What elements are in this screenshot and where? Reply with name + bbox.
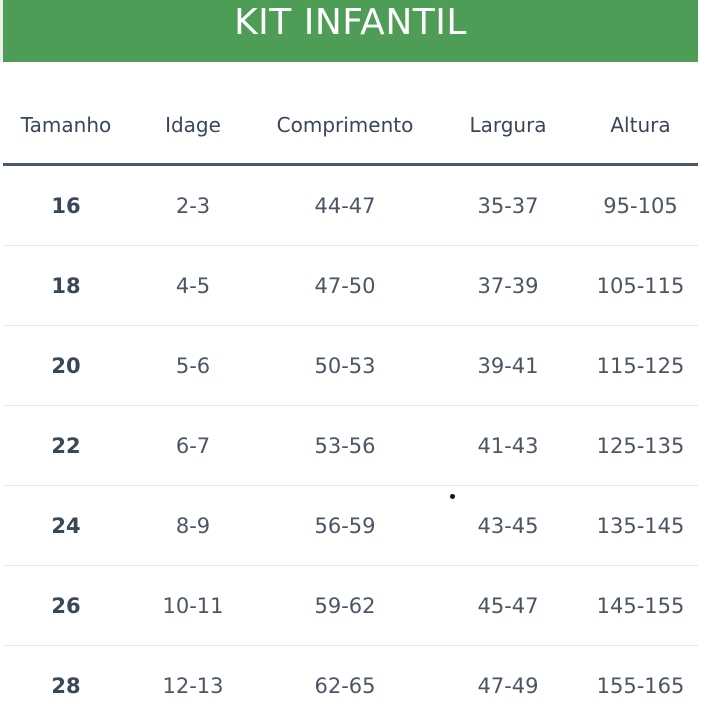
cell-tamanho: 28 [3,646,129,725]
cell-comprimento: 59-62 [257,566,433,646]
cell-altura: 105-115 [583,246,698,326]
cell-idage: 2-3 [129,165,257,246]
cell-altura: 145-155 [583,566,698,646]
cell-comprimento: 56-59 [257,486,433,566]
size-table: Tamanho Idage Comprimento Largura Altura… [3,86,698,725]
cell-comprimento: 53-56 [257,406,433,486]
header-largura: Largura [433,86,583,165]
table-row: 26 10-11 59-62 45-47 145-155 [3,566,698,646]
cell-altura: 125-135 [583,406,698,486]
header-idage: Idage [129,86,257,165]
table-row: 18 4-5 47-50 37-39 105-115 [3,246,698,326]
header-altura: Altura [583,86,698,165]
cell-largura: 37-39 [433,246,583,326]
table-row: 28 12-13 62-65 47-49 155-165 [3,646,698,725]
cell-largura: 43-45 [433,486,583,566]
cell-tamanho: 18 [3,246,129,326]
cell-comprimento: 47-50 [257,246,433,326]
cell-idage: 6-7 [129,406,257,486]
cell-idage: 8-9 [129,486,257,566]
header-tamanho: Tamanho [3,86,129,165]
cell-comprimento: 50-53 [257,326,433,406]
cell-idage: 12-13 [129,646,257,725]
cell-tamanho: 24 [3,486,129,566]
cell-largura: 39-41 [433,326,583,406]
cell-tamanho: 16 [3,165,129,246]
stray-dot [450,494,455,499]
right-edge-strip [698,0,706,717]
cell-largura: 45-47 [433,566,583,646]
cell-comprimento: 62-65 [257,646,433,725]
cell-largura: 47-49 [433,646,583,725]
cell-altura: 155-165 [583,646,698,725]
cell-idage: 5-6 [129,326,257,406]
cell-idage: 10-11 [129,566,257,646]
banner-title: KIT INFANTIL [234,5,467,41]
cell-largura: 41-43 [433,406,583,486]
cell-altura: 135-145 [583,486,698,566]
cell-tamanho: 20 [3,326,129,406]
cell-comprimento: 44-47 [257,165,433,246]
cell-idage: 4-5 [129,246,257,326]
title-banner: KIT INFANTIL [3,0,698,62]
table-row: 16 2-3 44-47 35-37 95-105 [3,165,698,246]
table-header-row: Tamanho Idage Comprimento Largura Altura [3,86,698,165]
cell-altura: 115-125 [583,326,698,406]
cell-largura: 35-37 [433,165,583,246]
cell-tamanho: 22 [3,406,129,486]
header-comprimento: Comprimento [257,86,433,165]
cell-altura: 95-105 [583,165,698,246]
table-row: 22 6-7 53-56 41-43 125-135 [3,406,698,486]
cell-tamanho: 26 [3,566,129,646]
table-row: 24 8-9 56-59 43-45 135-145 [3,486,698,566]
table-row: 20 5-6 50-53 39-41 115-125 [3,326,698,406]
